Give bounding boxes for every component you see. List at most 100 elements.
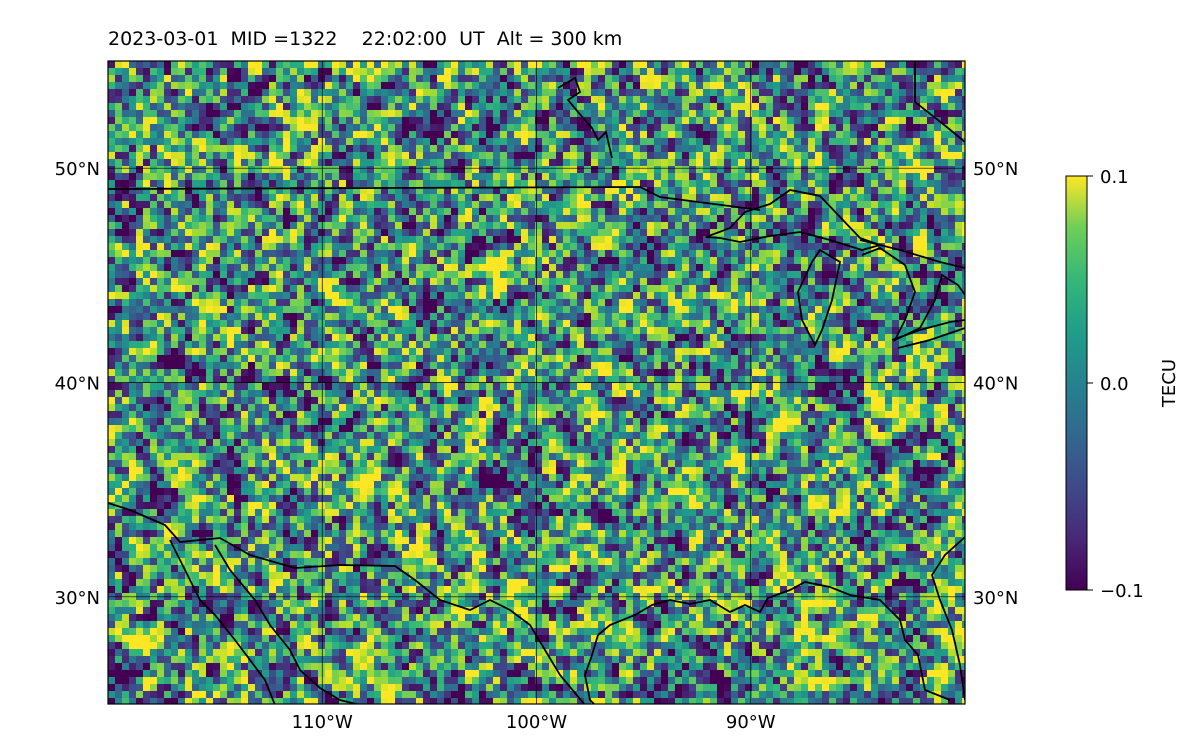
tec-cell bbox=[864, 68, 872, 76]
tec-cell bbox=[178, 61, 186, 69]
tec-cell bbox=[248, 117, 256, 125]
tec-cell bbox=[234, 194, 242, 202]
tec-cell bbox=[535, 82, 543, 90]
tec-cell bbox=[745, 61, 753, 69]
tec-cell bbox=[605, 124, 613, 132]
tec-cell bbox=[507, 159, 515, 167]
tec-cell bbox=[682, 61, 690, 69]
tec-cell bbox=[507, 264, 515, 272]
tec-cell bbox=[297, 96, 305, 104]
tec-cell bbox=[220, 250, 228, 258]
tec-cell bbox=[269, 236, 277, 244]
tec-cell bbox=[395, 187, 403, 195]
tec-cell bbox=[899, 124, 907, 132]
tec-cell bbox=[465, 68, 473, 76]
tec-cell bbox=[472, 222, 480, 230]
tec-cell bbox=[591, 89, 599, 97]
tec-cell bbox=[325, 180, 333, 188]
tec-cell bbox=[745, 131, 753, 139]
tec-cell bbox=[619, 313, 627, 321]
tec-cell bbox=[773, 215, 781, 223]
tec-cell bbox=[668, 313, 676, 321]
tec-cell bbox=[535, 327, 543, 335]
tec-cell bbox=[836, 278, 844, 286]
tec-cell bbox=[178, 257, 186, 265]
tec-cell bbox=[444, 187, 452, 195]
tec-cell bbox=[577, 313, 585, 321]
tec-cell bbox=[465, 152, 473, 160]
tec-cell bbox=[591, 250, 599, 258]
tec-cell bbox=[584, 320, 592, 328]
tec-cell bbox=[402, 257, 410, 265]
tec-cell bbox=[892, 82, 900, 90]
tec-cell bbox=[479, 236, 487, 244]
tec-cell bbox=[199, 285, 207, 293]
tec-cell bbox=[843, 68, 851, 76]
tec-cell bbox=[612, 215, 620, 223]
tec-cell bbox=[906, 124, 914, 132]
tec-cell bbox=[605, 180, 613, 188]
tec-cell bbox=[780, 215, 788, 223]
tec-cell bbox=[514, 334, 522, 342]
tec-cell bbox=[696, 173, 704, 181]
tec-cell bbox=[927, 61, 935, 69]
tec-cell bbox=[619, 271, 627, 279]
tec-cell bbox=[367, 131, 375, 139]
tec-cell bbox=[164, 320, 172, 328]
tec-cell bbox=[577, 159, 585, 167]
tec-cell bbox=[171, 257, 179, 265]
tec-cell bbox=[731, 229, 739, 237]
tec-cell bbox=[339, 159, 347, 167]
tec-cell bbox=[766, 75, 774, 83]
tec-cell bbox=[423, 327, 431, 335]
tec-cell bbox=[248, 201, 256, 209]
tec-cell bbox=[822, 117, 830, 125]
tec-cell bbox=[500, 131, 508, 139]
tec-cell bbox=[955, 138, 963, 146]
tec-cell bbox=[283, 68, 291, 76]
tec-cell bbox=[654, 68, 662, 76]
tec-cell bbox=[920, 320, 928, 328]
tec-cell bbox=[766, 180, 774, 188]
tec-cell bbox=[318, 229, 326, 237]
tec-cell bbox=[822, 222, 830, 230]
tec-cell bbox=[682, 103, 690, 111]
tec-cell bbox=[661, 61, 669, 69]
tec-cell bbox=[871, 75, 879, 83]
tec-cell bbox=[465, 89, 473, 97]
tec-cell bbox=[213, 131, 221, 139]
tec-cell bbox=[850, 103, 858, 111]
tec-cell bbox=[220, 320, 228, 328]
tec-cell bbox=[787, 117, 795, 125]
tec-cell bbox=[311, 236, 319, 244]
tec-cell bbox=[878, 159, 886, 167]
tec-cell bbox=[724, 334, 732, 342]
tec-cell bbox=[752, 138, 760, 146]
tec-cell bbox=[703, 96, 711, 104]
tec-cell bbox=[381, 278, 389, 286]
tec-cell bbox=[647, 124, 655, 132]
tec-cell bbox=[192, 306, 200, 314]
tec-cell bbox=[451, 278, 459, 286]
tec-cell bbox=[731, 131, 739, 139]
tec-cell bbox=[780, 271, 788, 279]
tec-cell bbox=[731, 124, 739, 132]
tec-cell bbox=[892, 285, 900, 293]
tec-cell bbox=[150, 327, 158, 335]
tec-cell bbox=[143, 166, 151, 174]
tec-cell bbox=[486, 278, 494, 286]
tec-cell bbox=[199, 103, 207, 111]
tec-cell bbox=[472, 320, 480, 328]
tec-cell bbox=[871, 103, 879, 111]
tec-cell bbox=[115, 306, 123, 314]
tec-cell bbox=[108, 313, 116, 321]
tec-cell bbox=[640, 124, 648, 132]
tec-cell bbox=[941, 131, 949, 139]
tec-cell bbox=[164, 278, 172, 286]
tec-cell bbox=[234, 243, 242, 251]
tec-cell bbox=[115, 152, 123, 160]
tec-cell bbox=[269, 103, 277, 111]
tec-cell bbox=[451, 96, 459, 104]
tec-cell bbox=[808, 131, 816, 139]
tec-cell bbox=[542, 145, 550, 153]
